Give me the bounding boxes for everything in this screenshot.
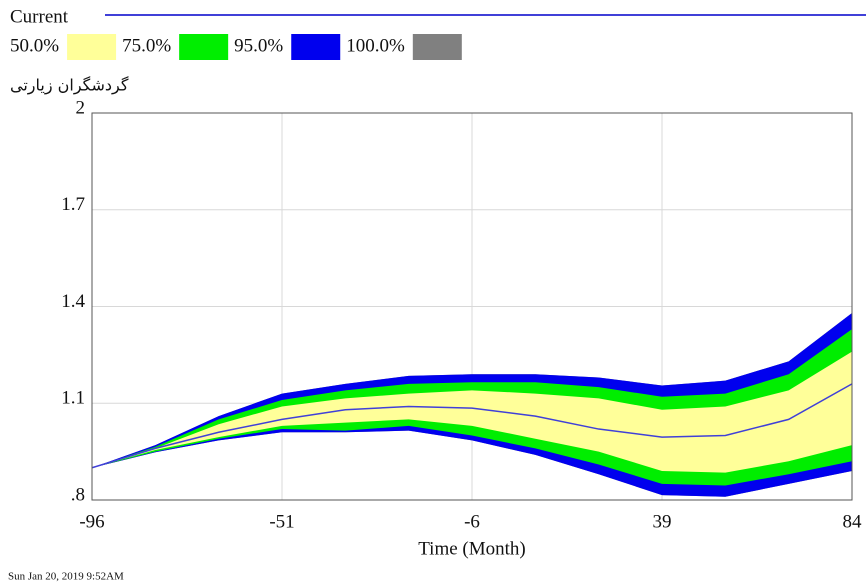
x-tick-label: -51: [269, 511, 294, 532]
confidence-band: [92, 351, 852, 473]
legend-swatch: [67, 34, 117, 60]
x-axis-label: Time (Month): [418, 538, 526, 559]
legend-label: 75.0%: [122, 35, 171, 56]
legend-label: 100.0%: [346, 35, 405, 56]
legend-swatch: [291, 34, 341, 60]
x-tick-label: -96: [79, 511, 104, 532]
y-tick-label: 1.4: [61, 291, 85, 312]
legend-label: 50.0%: [10, 35, 59, 56]
legend-swatch: [179, 34, 229, 60]
y-tick-label: .8: [71, 484, 85, 505]
x-tick-label: 84: [843, 511, 863, 532]
plot-frame: [91, 112, 853, 501]
legend-swatch: [412, 34, 462, 60]
y-tick-label: 2: [76, 97, 86, 118]
x-tick-label: 39: [653, 511, 672, 532]
y-tick-label: 1.7: [61, 194, 85, 215]
y-axis-label: گردشگران زیارتی: [10, 76, 129, 96]
series-line: [91, 383, 853, 469]
footer: Sun Jan 20, 2019 9:52AM: [8, 571, 124, 583]
legend-label: 95.0%: [234, 35, 283, 56]
legend-label: Current: [10, 6, 69, 27]
y-tick-label: 1.1: [61, 388, 85, 409]
x-tick-label: -6: [464, 511, 480, 532]
